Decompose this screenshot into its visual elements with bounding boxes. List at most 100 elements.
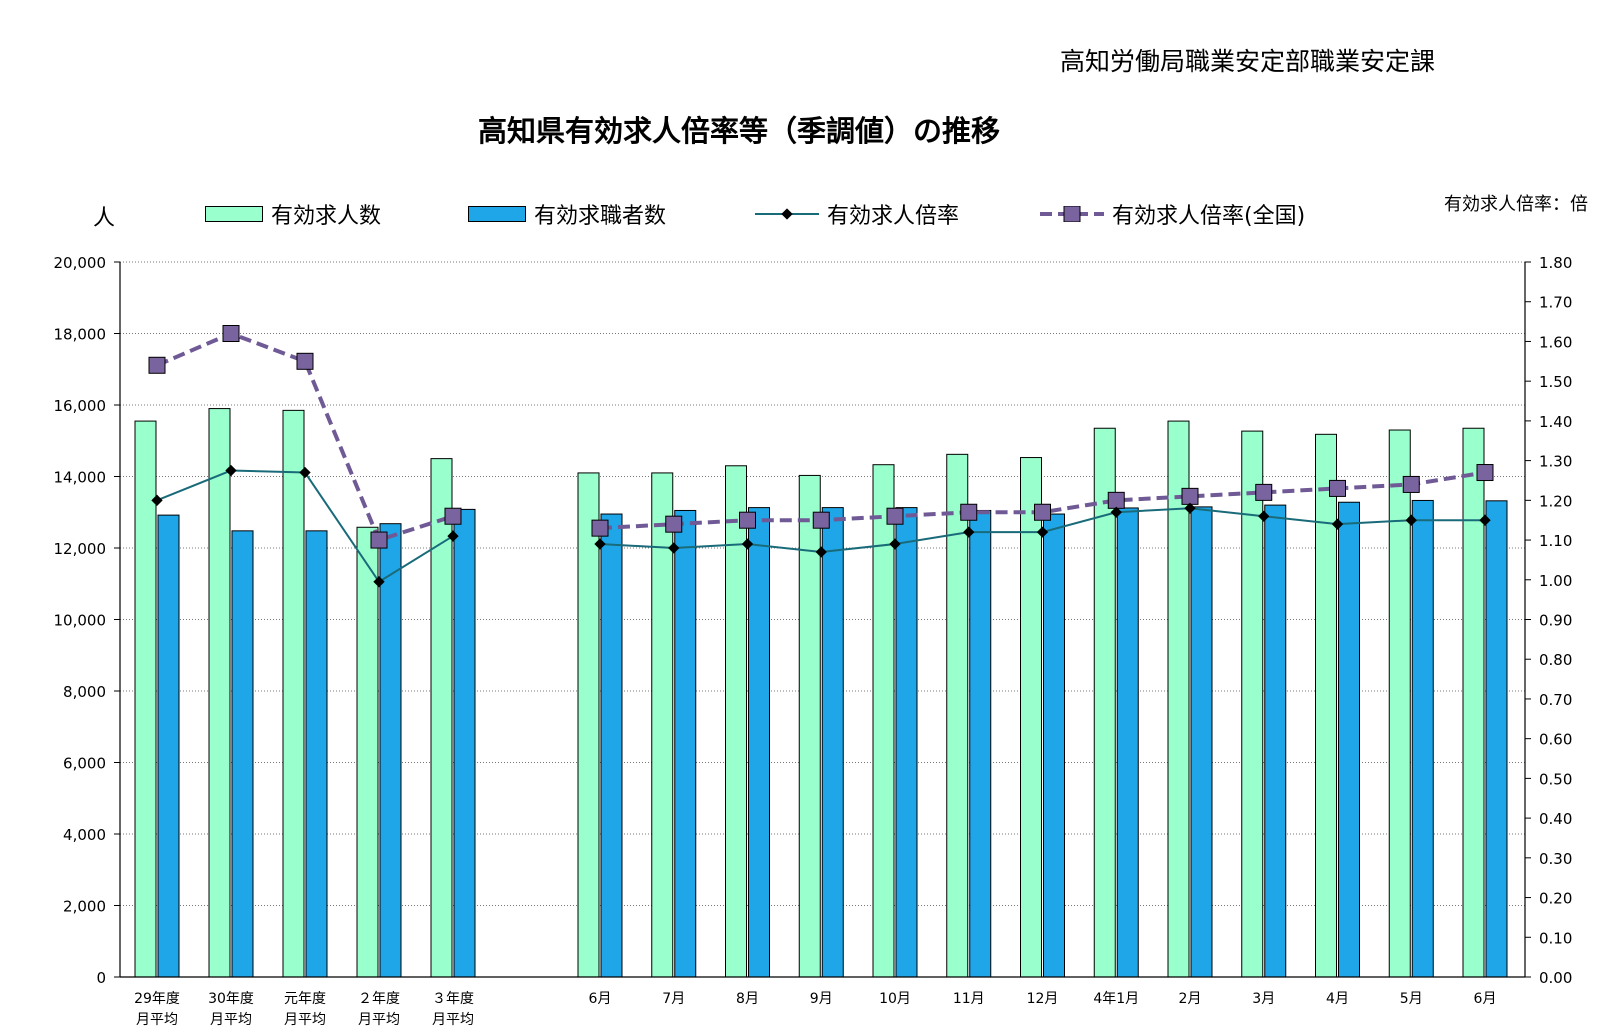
gridlines bbox=[120, 262, 1525, 906]
marker-ratio-national bbox=[223, 326, 239, 342]
bar-job-offers bbox=[1463, 428, 1484, 977]
marker-ratio-kochi bbox=[1406, 515, 1417, 526]
left-tick-label: 18,000 bbox=[54, 326, 107, 344]
bar-job-offers bbox=[1168, 421, 1189, 977]
ratio-national-line bbox=[157, 334, 453, 541]
marker-ratio-kochi bbox=[668, 542, 679, 553]
x-tick-label: 元年度 bbox=[284, 991, 326, 1007]
marker-ratio-kochi bbox=[1479, 515, 1490, 526]
bar-job-seekers bbox=[1044, 514, 1065, 977]
marker-ratio-national bbox=[961, 504, 977, 520]
right-tick-label: 1.50 bbox=[1539, 373, 1572, 391]
legend-label-ratio-national: 有効求人倍率(全国) bbox=[1112, 198, 1305, 230]
bar-job-seekers bbox=[1486, 501, 1507, 977]
x-tick-label: 29年度 bbox=[134, 991, 180, 1007]
x-tick-label: 11月 bbox=[953, 991, 985, 1007]
bar-job-offers bbox=[652, 473, 673, 977]
marker-ratio-national bbox=[1256, 484, 1272, 500]
bar-job-seekers bbox=[1339, 502, 1360, 977]
right-tick-label: 1.00 bbox=[1539, 572, 1572, 590]
legend-item-job-offers: 有効求人数 bbox=[205, 198, 381, 230]
marker-ratio-kochi bbox=[1184, 503, 1195, 514]
x-tick-label: 7月 bbox=[662, 991, 685, 1007]
x-tick-label: 5月 bbox=[1400, 991, 1423, 1007]
marker-ratio-national bbox=[887, 508, 903, 524]
bar-job-seekers bbox=[970, 510, 991, 977]
right-tick-label: 1.70 bbox=[1539, 294, 1572, 312]
marker-ratio-national bbox=[1330, 480, 1346, 496]
right-tick-label: 1.80 bbox=[1539, 254, 1572, 272]
bar-job-seekers bbox=[896, 508, 917, 977]
marker-ratio-kochi bbox=[889, 538, 900, 549]
bar-job-seekers bbox=[749, 508, 770, 977]
marker-ratio-kochi bbox=[1111, 507, 1122, 518]
marker-ratio-national bbox=[297, 353, 313, 369]
legend-item-ratio-national: 有効求人倍率(全国) bbox=[1040, 198, 1305, 230]
bar-job-seekers bbox=[1265, 505, 1286, 977]
marker-ratio-kochi bbox=[594, 538, 605, 549]
x-tick-label: ３年度 bbox=[432, 991, 474, 1007]
marker-ratio-national bbox=[149, 357, 165, 373]
bar-job-offers bbox=[1316, 434, 1337, 977]
legend-item-job-seekers: 有効求職者数 bbox=[468, 198, 666, 230]
left-tick-label: 2,000 bbox=[63, 898, 106, 916]
bar-job-seekers bbox=[380, 524, 401, 977]
bar-job-offers bbox=[1094, 428, 1115, 977]
right-tick-label: 0.90 bbox=[1539, 612, 1572, 630]
legend-label-job-offers: 有効求人数 bbox=[271, 198, 381, 230]
right-tick-label: 1.60 bbox=[1539, 333, 1572, 351]
x-tick-label: 4年1月 bbox=[1093, 991, 1139, 1007]
left-tick-label: 14,000 bbox=[54, 469, 107, 487]
tick-labels: 0 2,000 4,000 6,000 8,000 10,000 12,000 14,000 1… bbox=[54, 254, 1573, 1028]
left-tick-label: 4,000 bbox=[63, 826, 106, 844]
x-tick-label: 2月 bbox=[1179, 991, 1202, 1007]
chart-title: 高知県有効求人倍率等（季調値）の推移 bbox=[0, 108, 1478, 150]
right-axis-unit: 有効求人倍率：倍 bbox=[1444, 190, 1588, 216]
marker-ratio-national bbox=[740, 512, 756, 528]
marker-ratio-kochi bbox=[447, 530, 458, 541]
bar-job-offers bbox=[209, 409, 230, 977]
bar-job-seekers bbox=[1412, 500, 1433, 977]
marker-ratio-kochi bbox=[1332, 519, 1343, 530]
bar-job-offers bbox=[799, 475, 820, 977]
bar-job-seekers bbox=[158, 515, 179, 977]
bar-job-seekers bbox=[1117, 508, 1138, 977]
left-tick-label: 10,000 bbox=[54, 612, 107, 630]
marker-ratio-national bbox=[813, 512, 829, 528]
marker-ratio-kochi bbox=[963, 526, 974, 537]
left-axis-unit: 人 bbox=[93, 200, 115, 232]
x-tick-label: 4月 bbox=[1326, 991, 1349, 1007]
marker-ratio-national bbox=[1035, 504, 1051, 520]
ratio-national-line bbox=[600, 473, 1485, 529]
right-tick-label: 1.20 bbox=[1539, 492, 1572, 510]
bar-job-seekers bbox=[454, 509, 475, 977]
x-tick-label: 3月 bbox=[1252, 991, 1275, 1007]
right-tick-label: 0.10 bbox=[1539, 929, 1572, 947]
legend-label-ratio-kochi: 有効求人倍率 bbox=[827, 198, 959, 230]
bar-job-offers bbox=[873, 465, 894, 977]
marker-ratio-national bbox=[1108, 492, 1124, 508]
marker-ratio-kochi bbox=[1258, 511, 1269, 522]
right-tick-label: 0.50 bbox=[1539, 770, 1572, 788]
x-tick-label: 月平均 bbox=[136, 1012, 178, 1028]
legend-swatch-job-offers bbox=[205, 206, 263, 222]
legend-label-job-seekers: 有効求職者数 bbox=[534, 198, 666, 230]
bar-job-offers bbox=[726, 466, 747, 977]
bar-job-offers bbox=[578, 473, 599, 977]
axes bbox=[114, 262, 1531, 977]
x-tick-label: 6月 bbox=[589, 991, 612, 1007]
x-tick-label: 10月 bbox=[879, 991, 911, 1007]
x-tick-label: 月平均 bbox=[210, 1012, 252, 1028]
right-tick-label: 1.30 bbox=[1539, 453, 1572, 471]
x-tick-label: 9月 bbox=[810, 991, 833, 1007]
marker-ratio-national bbox=[445, 508, 461, 524]
bar-job-seekers bbox=[232, 531, 253, 977]
marker-ratio-kochi bbox=[816, 546, 827, 557]
ratio-kochi-line bbox=[600, 508, 1485, 552]
x-tick-label: 月平均 bbox=[358, 1012, 400, 1028]
x-tick-label: 6月 bbox=[1474, 991, 1497, 1007]
lines bbox=[149, 326, 1493, 588]
left-tick-label: 0 bbox=[96, 969, 106, 987]
department-label: 高知労働局職業安定部職業安定課 bbox=[1060, 42, 1435, 78]
